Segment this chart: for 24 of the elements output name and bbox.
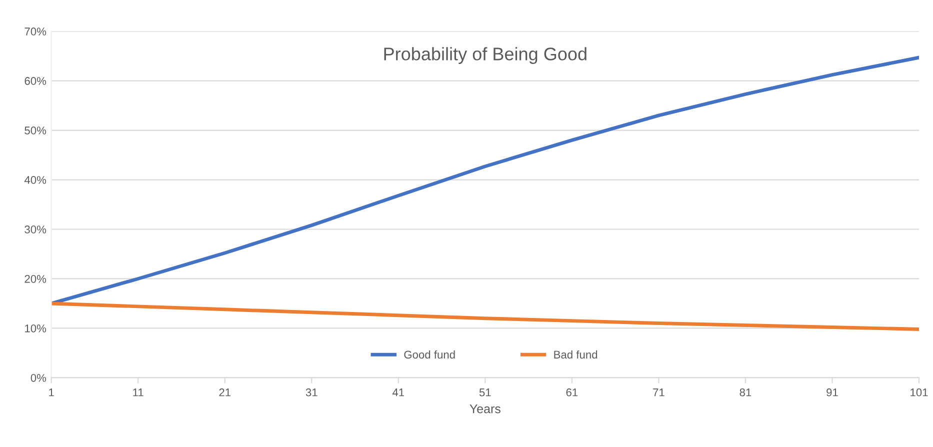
x-tick-label: 81 — [740, 388, 752, 396]
x-tick-label: 71 — [653, 388, 664, 396]
y-tick-label: 0% — [30, 374, 46, 382]
y-tick-label: 50% — [24, 126, 46, 134]
y-tick-label: 60% — [24, 77, 46, 85]
x-tick-label: 11 — [133, 388, 144, 396]
y-tick-label: 70% — [24, 28, 46, 36]
x-tick-label: 91 — [826, 388, 838, 396]
x-tick-label: 1 — [49, 388, 54, 396]
legend-label: Bad fund — [554, 350, 598, 359]
line-series — [51, 302, 920, 331]
text: Probability of Being Good — [384, 47, 586, 64]
y-tick-label: 30% — [24, 226, 46, 234]
x-tick-label: 101 — [910, 388, 928, 396]
y-tick-label: 10% — [25, 324, 46, 332]
y-tick-label: 40% — [24, 176, 46, 184]
x-axis-title: Years — [470, 404, 500, 414]
x-tick-label: 31 — [306, 388, 318, 396]
legend-label: Good fund — [404, 350, 455, 359]
x-tick-label: 21 — [219, 388, 230, 396]
y-tick-label: 20% — [24, 275, 46, 283]
x-tick-label: 41 — [392, 388, 404, 396]
x-tick-label: 51 — [479, 388, 491, 396]
x-tick-label: 61 — [566, 388, 578, 396]
